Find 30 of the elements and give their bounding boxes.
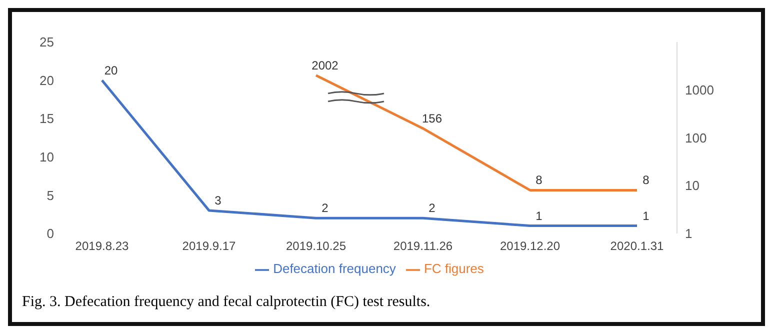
y-tick-label: 20 xyxy=(40,72,54,88)
x-tick-label: 2020.1.31 xyxy=(610,238,664,253)
line-series xyxy=(100,79,638,228)
y-tick-label: 25 xyxy=(40,34,54,50)
legend-label: FC figures xyxy=(424,261,484,276)
data-label: 8 xyxy=(642,173,650,188)
data-label: 3 xyxy=(214,193,222,208)
y2-tick-label: 1000 xyxy=(685,82,714,98)
y-tick-label: 0 xyxy=(46,226,54,242)
data-label: 156 xyxy=(422,111,442,126)
x-tick-label: 2019.11.26 xyxy=(393,238,453,253)
x-tick-label: 2019.8.23 xyxy=(75,238,130,253)
data-label: 2 xyxy=(322,201,329,216)
data-label: 1 xyxy=(536,208,543,223)
x-tick-label: 2019.12.20 xyxy=(500,238,560,253)
y2-tick-label: 100 xyxy=(685,130,707,146)
caption: Fig. 3. Defecation frequency and fecal calprotectin (FC) test results. xyxy=(22,294,430,311)
y2-tick-label: 10 xyxy=(685,178,700,194)
y-tick-label: 10 xyxy=(40,149,54,164)
y-tick-label: 15 xyxy=(40,111,54,126)
x-tick-label: 2019.9.17 xyxy=(182,238,236,253)
data-label: 2 xyxy=(428,201,436,216)
data-label: 1 xyxy=(642,208,650,223)
y2-tick-label: 1 xyxy=(685,226,692,242)
y-tick-label: 5 xyxy=(46,188,54,203)
legend-label: Defecation frequency xyxy=(273,261,396,276)
x-tick-label: 2019.10.25 xyxy=(286,238,346,253)
data-label: 8 xyxy=(536,173,543,188)
data-label: 2002 xyxy=(312,58,339,72)
data-label: 20 xyxy=(104,63,118,78)
